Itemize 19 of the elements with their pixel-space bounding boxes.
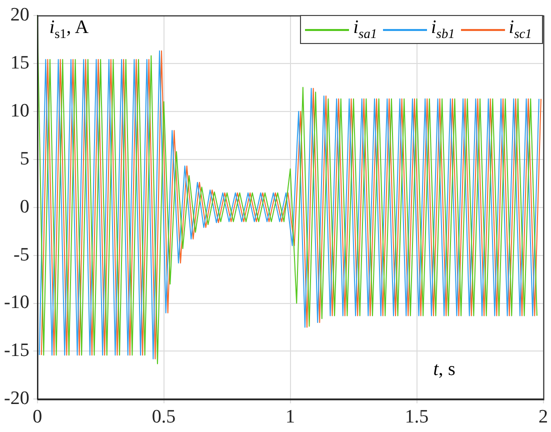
x-tick-label: 1	[286, 406, 296, 428]
legend-label: i$_{sc1}$	[508, 17, 532, 42]
y-tick-label: -20	[4, 388, 30, 410]
y-tick-label: 10	[10, 100, 30, 122]
y-axis-title: i$_{s1}$, A	[49, 17, 89, 42]
x-tick-label: 0	[32, 406, 42, 428]
y-tick-label: 20	[10, 4, 30, 26]
y-tick-label: -15	[4, 340, 30, 362]
x-axis-title: t, s	[433, 359, 456, 382]
legend-label: i$_{sa1}$	[353, 17, 378, 42]
y-tick-label: 15	[10, 52, 30, 74]
x-tick-label: 2	[538, 406, 548, 428]
y-tick-label: 5	[20, 148, 30, 170]
y-tick-label: -5	[14, 244, 30, 266]
y-tick-label: 0	[20, 196, 30, 218]
x-tick-label: 1.5	[404, 406, 429, 428]
y-tick-label: -10	[4, 292, 30, 314]
legend-label: i$_{sb1}$	[431, 17, 455, 42]
x-tick-label: 0.5	[152, 406, 176, 428]
